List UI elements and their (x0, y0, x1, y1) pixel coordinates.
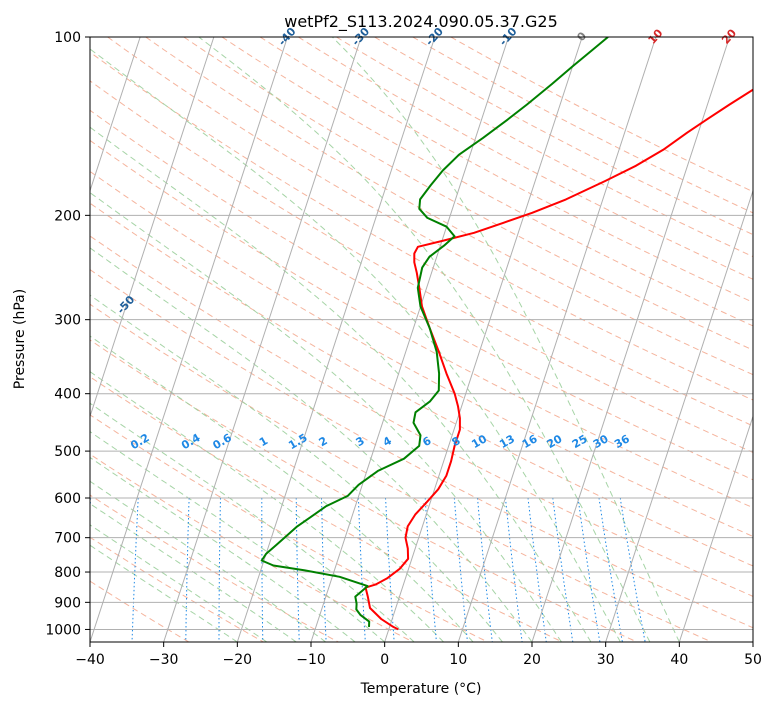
x-tick-label: −20 (223, 652, 253, 668)
moist-adiabat-line (90, 247, 533, 642)
mixing-ratio-line (261, 498, 264, 642)
y-tick-label: 900 (54, 595, 81, 611)
moist-adiabat-line (90, 126, 592, 642)
mixing-ratio-line (357, 497, 366, 642)
dry-adiabat-line (90, 453, 414, 642)
x-tick-label: 10 (449, 652, 467, 668)
temperature-line (364, 88, 753, 631)
isotherm-line (678, 414, 753, 642)
moist-adiabat-line (90, 294, 503, 642)
isotherm-line (0, 37, 67, 642)
moist-adiabat-line (90, 524, 268, 642)
isotherm-line (310, 37, 509, 642)
moist-adiabat-line (90, 371, 444, 642)
x-tick-label: −40 (75, 652, 105, 668)
dry-adiabat-line (90, 376, 563, 642)
isotherm-line (384, 37, 583, 642)
y-tick-label: 100 (54, 30, 81, 46)
isotherm-line (457, 37, 657, 642)
plot-frame (89, 36, 754, 643)
chart-title: wetPf2_S113.2024.090.05.37.G25 (284, 12, 558, 32)
moist-adiabat-line (198, 37, 651, 642)
isotherm-line (752, 640, 753, 642)
isotherm-line (236, 37, 436, 642)
dry-adiabat-line (90, 339, 638, 642)
y-tick-label: 1000 (45, 622, 81, 638)
y-tick-label: 800 (54, 565, 81, 581)
y-tick-label: 300 (54, 313, 81, 329)
mixing-ratio-line (131, 497, 139, 642)
mixing-ratio-line (424, 497, 437, 642)
isotherm-line (90, 37, 215, 418)
moist-adiabat-line (331, 37, 680, 642)
x-axis-label: Temperature (°C) (360, 681, 482, 697)
moist-adiabat-line (90, 480, 326, 642)
x-tick-label: 0 (380, 652, 389, 668)
x-tick-label: 50 (744, 652, 762, 668)
y-tick-label: 700 (54, 531, 81, 547)
mixing-ratio-line (453, 497, 468, 642)
plot-background (90, 37, 753, 642)
y-tick-label: 200 (54, 208, 81, 224)
dewpoint-line (260, 37, 609, 627)
isotherm-line (90, 37, 288, 642)
dry-adiabat-line (90, 235, 753, 597)
y-axis-label: Pressure (hPa) (12, 289, 28, 389)
background-lines (0, 37, 753, 642)
sounding-profiles (260, 37, 753, 631)
dry-adiabat-line (90, 494, 339, 642)
isotherm-line (531, 37, 730, 642)
x-tick-label: −30 (149, 652, 179, 668)
moist-adiabat-line (90, 431, 386, 642)
isotherm-line (605, 189, 753, 642)
mixing-ratio-line (185, 497, 190, 642)
moist-adiabat-line (90, 48, 621, 642)
x-tick-label: 20 (523, 652, 541, 668)
dry-adiabat-line (90, 580, 190, 642)
mixing-ratio-line (385, 497, 395, 642)
dry-adiabat-line (90, 303, 712, 642)
mixing-ratio-line (90, 497, 92, 515)
x-tick-label: 40 (670, 652, 688, 668)
dry-adiabat-line (90, 269, 753, 629)
y-tick-label: 600 (54, 491, 81, 507)
y-tick-label: 400 (54, 387, 81, 403)
x-tick-label: 30 (597, 652, 615, 668)
y-tick-label: 500 (54, 444, 81, 460)
moist-adiabat-line (90, 456, 356, 642)
axes: −40 −30 −20 −10 0 10 20 30 40 50 100 200 300 400 500 60… (45, 30, 762, 668)
x-tick-label: −10 (296, 652, 326, 668)
mixing-ratio-line (321, 497, 327, 642)
isotherm-line (163, 37, 362, 642)
moist-adiabat-line (90, 402, 415, 642)
moist-adiabat-line (90, 192, 562, 642)
mixing-ratio-line (295, 497, 300, 642)
isotherm-line (90, 37, 141, 193)
moist-adiabat-line (90, 503, 297, 642)
mixing-ratio-line (218, 497, 221, 642)
